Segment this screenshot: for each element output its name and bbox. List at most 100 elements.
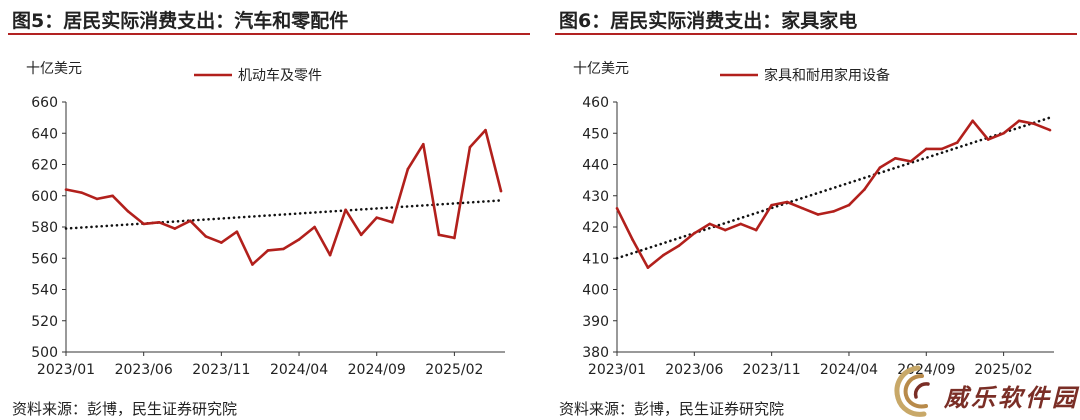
data-point: [754, 228, 758, 232]
data-point: [816, 213, 820, 216]
x-tick-label: 2023/06: [665, 362, 723, 378]
trend-line: [615, 116, 1052, 260]
data-point: [1002, 131, 1005, 135]
data-point: [770, 203, 773, 207]
data-point: [693, 231, 696, 235]
data-point: [95, 197, 99, 201]
chart-title: 图6：居民实际消费支出：家具家电: [559, 10, 858, 32]
source-note: 资料来源：彭博，民生证券研究院: [12, 400, 238, 418]
x-tick-label: 2023/11: [743, 362, 801, 378]
data-point: [80, 191, 83, 194]
y-tick-label: 560: [31, 251, 58, 267]
data-point: [940, 147, 944, 151]
chart-panel-furniture: 图6：居民实际消费支出：家具家电 十亿美元 380 390 400 410 420 430…: [555, 0, 1080, 420]
series-line: [615, 119, 1051, 269]
logo-text: 威乐软件园: [944, 383, 1079, 412]
trend-line: [64, 199, 503, 230]
x-tick-label: 2024/04: [820, 362, 878, 378]
data-point: [235, 230, 239, 233]
data-point: [909, 160, 913, 163]
data-point: [126, 210, 130, 213]
data-point: [204, 235, 208, 238]
data-point: [924, 147, 928, 151]
y-tick-label: 440: [582, 158, 609, 174]
data-point: [1017, 119, 1021, 123]
y-tick-label: 400: [582, 283, 609, 299]
data-point: [739, 222, 743, 226]
y-axis-unit-label: 十亿美元: [573, 61, 629, 77]
data-point: [723, 228, 727, 232]
data-point: [878, 166, 882, 169]
y-tick-label: 460: [582, 95, 609, 111]
data-point: [615, 206, 619, 210]
y-tick-label: 600: [31, 189, 58, 205]
data-point: [359, 233, 363, 237]
line-chart-furniture: 380 390 400 410 420 430 440 450 460 2023/01 2023/0…: [582, 67, 1054, 378]
data-point: [328, 253, 332, 257]
data-point: [785, 200, 789, 204]
data-point: [157, 221, 161, 224]
data-point: [266, 249, 270, 252]
data-point: [801, 206, 804, 210]
data-point: [894, 156, 897, 160]
title-divider: [555, 33, 1077, 35]
y-tick-label: 520: [31, 314, 58, 330]
x-tick-label: 2024/04: [270, 362, 328, 378]
y-axis-unit-label: 十亿美元: [26, 61, 82, 77]
legend-label: 机动车及零件: [238, 67, 322, 84]
logo-swirl-icon: [894, 365, 930, 417]
x-tick-label: 2024/09: [348, 362, 406, 378]
line-chart-auto-parts: 500 520 540 560 580 600 620 640 660 2023/01 2023/0…: [31, 67, 505, 378]
data-point: [111, 194, 114, 198]
y-tick-label: 450: [582, 126, 609, 142]
data-point: [646, 266, 650, 269]
data-point: [847, 203, 851, 207]
data-point: [677, 244, 681, 248]
x-tick-label: 2024/09: [897, 362, 955, 378]
y-tick-label: 660: [31, 95, 58, 111]
data-point: [955, 141, 959, 144]
x-tick-label: 2023/01: [37, 362, 95, 378]
x-tick-label: 2025/02: [975, 362, 1033, 378]
data-point: [344, 208, 347, 212]
data-point: [282, 247, 285, 251]
data-point: [971, 119, 974, 123]
y-tick-label: 580: [31, 220, 58, 236]
y-tick-label: 410: [582, 251, 609, 267]
data-point: [499, 189, 503, 193]
chart-panel-auto: 图5：居民实际消费支出：汽车和零配件 十亿美元 500 520 540 560 580 6…: [8, 0, 538, 420]
y-tick-label: 500: [31, 345, 58, 361]
y-tick-label: 380: [582, 345, 609, 361]
x-tick-label: 2023/11: [192, 362, 250, 378]
data-point: [297, 238, 301, 241]
data-point: [220, 241, 223, 244]
data-point: [188, 219, 192, 223]
y-tick-label: 390: [582, 314, 609, 330]
data-point: [173, 227, 177, 230]
chart-title: 图5：居民实际消费支出：汽车和零配件: [12, 10, 349, 32]
data-point: [375, 216, 379, 219]
series-line: [65, 128, 503, 266]
data-point: [484, 128, 487, 132]
legend-label: 家具和耐用家用设备: [764, 67, 890, 84]
data-point: [437, 233, 441, 237]
data-point: [1048, 128, 1052, 132]
watermark-logo: 威乐软件园: [888, 362, 1080, 420]
data-point: [422, 142, 425, 146]
y-tick-label: 540: [31, 283, 58, 299]
data-point: [453, 236, 456, 240]
y-tick-label: 430: [582, 189, 609, 205]
data-point: [142, 222, 145, 226]
data-point: [863, 188, 866, 191]
data-point: [406, 167, 410, 171]
title-divider: [8, 33, 530, 35]
x-tick-label: 2023/01: [588, 362, 646, 378]
y-tick-label: 620: [31, 158, 58, 174]
x-tick-label: 2023/06: [115, 362, 173, 378]
data-point: [1033, 122, 1036, 126]
y-tick-label: 420: [582, 220, 609, 236]
data-point: [708, 222, 712, 226]
source-note: 资料来源：彭博，民生证券研究院: [559, 400, 785, 418]
data-point: [64, 188, 68, 191]
data-point: [313, 225, 316, 229]
